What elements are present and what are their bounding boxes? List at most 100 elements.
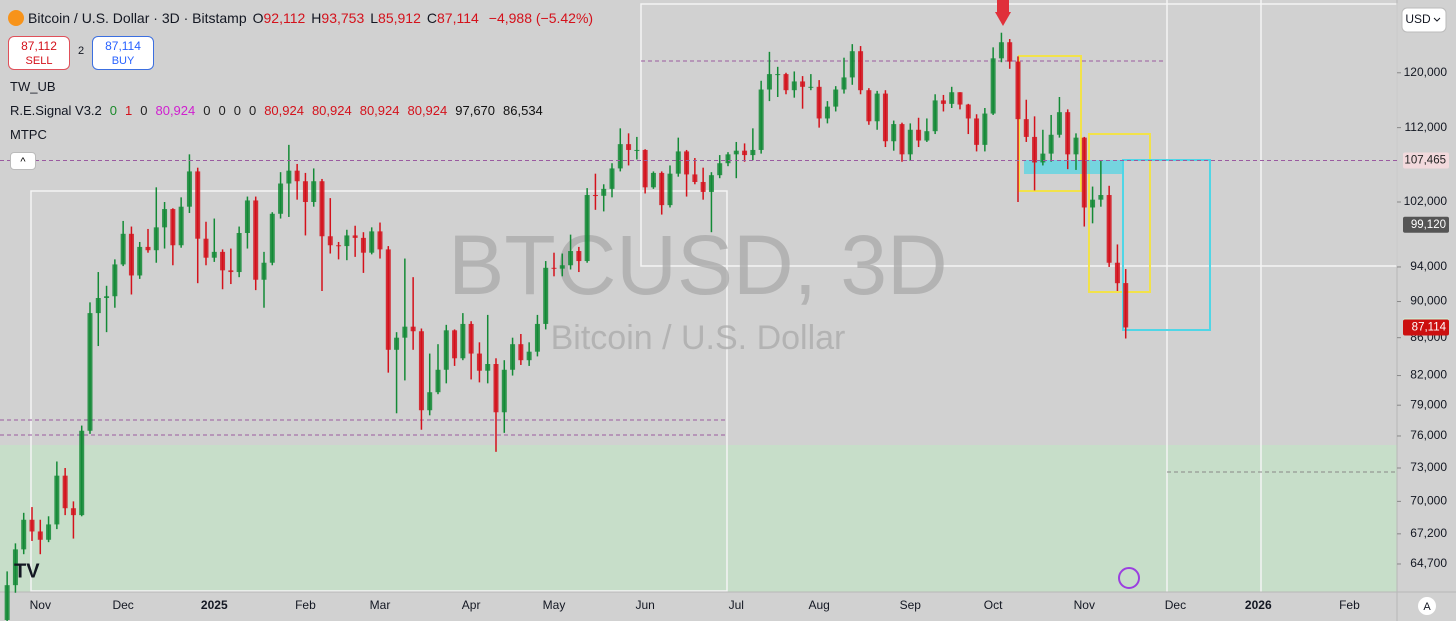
buy-label[interactable]: BUY	[111, 55, 135, 67]
candle-body	[186, 171, 192, 207]
indicator-value: 0	[233, 103, 241, 118]
sell-button[interactable]: 87,112 SELL	[8, 36, 70, 70]
candle-body	[319, 181, 325, 237]
candle-body	[667, 173, 673, 206]
candle-body	[742, 150, 748, 156]
candle-body	[725, 154, 731, 164]
signal-box	[1018, 55, 1082, 192]
candle-body	[1106, 195, 1112, 263]
indicator-name[interactable]: R.E.Signal V3.2	[10, 103, 102, 118]
indicator-value: 80,924	[407, 103, 448, 118]
candle-body	[692, 174, 698, 182]
indicator-value: 97,670	[455, 103, 496, 118]
y-tick-label: 70,000	[1410, 494, 1447, 508]
logo: TV	[14, 560, 40, 582]
candle-body	[1090, 199, 1096, 208]
candle-body	[874, 93, 880, 122]
sell-price[interactable]: 87,112	[21, 39, 57, 53]
candle-body	[617, 144, 623, 169]
indicator-value: 80,924	[155, 103, 196, 118]
candle-body	[452, 330, 458, 359]
indicator-value: 86,534	[503, 103, 543, 118]
candle-body	[137, 246, 143, 276]
spread: 2	[78, 45, 85, 57]
signal-arrow	[995, 12, 1011, 26]
currency-label[interactable]: USD	[1405, 12, 1431, 26]
currency-button[interactable]	[1401, 7, 1447, 33]
candle-body	[37, 531, 43, 540]
candle-body	[601, 188, 607, 196]
candle-body	[766, 74, 772, 90]
candle-body	[750, 149, 756, 156]
dropdown-icon	[1433, 17, 1441, 22]
candle-body	[369, 231, 375, 253]
collapse-button[interactable]: ^	[10, 152, 36, 170]
candle-body	[659, 172, 665, 206]
candle-body	[1032, 136, 1038, 163]
ohlc: O92,112 H93,753 L85,912 C87,114	[253, 10, 485, 26]
candle-body	[145, 246, 151, 251]
watermark-ticker: BTCUSD, 3D	[448, 218, 947, 312]
indicator[interactable]: MTPC	[10, 127, 47, 142]
candle-body	[1123, 283, 1129, 328]
candle-body	[808, 86, 814, 88]
indicator-name[interactable]: MTPC	[10, 127, 47, 142]
indicator-value: 0	[203, 103, 211, 118]
candle-body	[468, 323, 474, 354]
candle-body	[311, 181, 317, 203]
x-tick-label: Nov	[30, 598, 51, 612]
candle-body	[907, 129, 913, 155]
x-tick-label: May	[543, 598, 566, 612]
candle-body	[510, 344, 516, 370]
auto-label[interactable]: A	[1423, 601, 1431, 613]
candle-body	[841, 77, 847, 90]
price-label-bg	[1403, 216, 1449, 233]
candle-body	[543, 267, 549, 324]
ohlc-value: 85,912	[378, 10, 421, 26]
indicator[interactable]: TW_UB	[10, 79, 56, 94]
candle-body	[1081, 137, 1087, 208]
candle-body	[12, 549, 18, 586]
candle-body	[642, 149, 648, 188]
candle-body	[394, 337, 400, 350]
auto-button[interactable]	[1418, 597, 1436, 615]
candle-body	[849, 51, 855, 78]
symbol[interactable]: Bitcoin / U.S. Dollar · 3D · Bitstamp	[28, 10, 247, 26]
candle-body	[592, 195, 598, 197]
sell-label[interactable]: SELL	[25, 55, 53, 67]
candle-body	[211, 251, 217, 258]
x-tick-label: 2025	[201, 598, 228, 612]
x-tick-label: Dec	[112, 598, 133, 612]
candle-body	[559, 265, 565, 269]
ohlc-value: 87,114	[437, 10, 479, 26]
assistant-icon[interactable]	[1118, 567, 1140, 589]
ohlc-value: 92,112	[263, 10, 306, 26]
price-label-bg	[1403, 319, 1449, 336]
indicator[interactable]: R.E.Signal V3.2 0 1 0 80,924 0 0 0 0 80,924 80,924…	[10, 103, 543, 118]
candle-body	[62, 475, 68, 509]
buy-button[interactable]: 87,114 BUY	[92, 36, 154, 70]
candle-body	[800, 81, 806, 87]
x-tick-label: Sep	[900, 598, 922, 612]
x-tick-label: Dec	[1165, 598, 1186, 612]
watermark-description: Bitcoin / U.S. Dollar	[551, 319, 846, 357]
candle-body	[916, 129, 922, 141]
candle-body	[982, 113, 988, 145]
candle-body	[791, 81, 797, 91]
candle-body	[377, 231, 383, 250]
candle-body	[253, 200, 259, 280]
candle-body	[128, 233, 134, 276]
indicator-value: 0	[109, 103, 118, 118]
candle-body	[427, 392, 433, 411]
candle-body	[1048, 134, 1054, 154]
x-tick-label: Feb	[1339, 598, 1360, 612]
candle-body	[518, 344, 524, 361]
indicator-name[interactable]: TW_UB	[10, 79, 56, 94]
buy-price[interactable]: 87,114	[105, 39, 141, 53]
candle-body	[708, 175, 714, 192]
signal-box	[1122, 159, 1211, 331]
candle-body	[675, 151, 681, 174]
candle-body	[170, 209, 176, 246]
